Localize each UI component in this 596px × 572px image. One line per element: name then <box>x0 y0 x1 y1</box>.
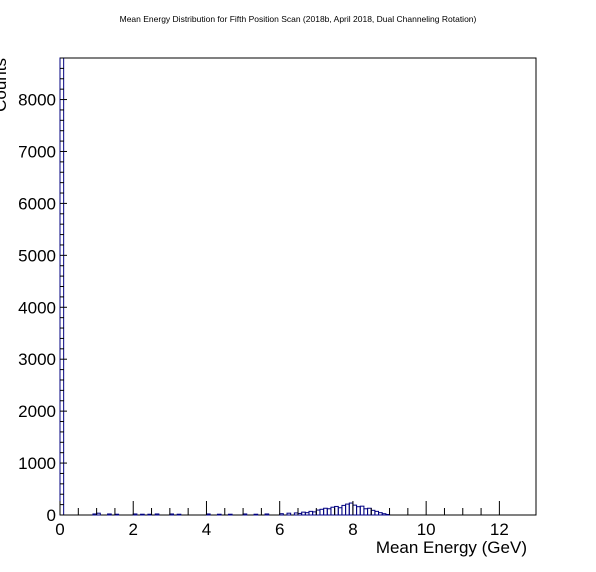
histogram-bar <box>169 513 175 516</box>
histogram-bar <box>114 513 120 516</box>
histogram-bar <box>301 511 306 516</box>
histogram-bar <box>315 509 321 516</box>
histogram-bar <box>319 508 325 516</box>
histogram-bar <box>293 512 299 516</box>
histogram-bar <box>352 504 358 516</box>
y-tick-label: 4000 <box>18 298 56 317</box>
y-tick-label: 7000 <box>18 142 56 161</box>
y-tick-label: 0 <box>47 506 56 525</box>
x-tick-label: 12 <box>490 520 509 539</box>
histogram-bar <box>242 513 248 516</box>
histogram-bar <box>363 508 369 516</box>
histogram-bar <box>140 513 145 516</box>
x-axis-title: Mean Energy (GeV) <box>376 538 527 557</box>
y-tick-label: 3000 <box>18 350 56 369</box>
x-tick-label: 8 <box>348 520 357 539</box>
histogram-bar <box>279 513 284 516</box>
x-tick-label: 10 <box>417 520 436 539</box>
histogram-bar <box>92 513 98 516</box>
x-tick-label: 0 <box>55 520 64 539</box>
histogram-bar <box>216 513 222 516</box>
histogram-bar <box>154 513 160 516</box>
histogram-bar <box>227 513 233 516</box>
y-tick-label: 8000 <box>18 91 56 110</box>
histogram-bar <box>381 513 387 516</box>
x-tick-label: 4 <box>202 520 211 539</box>
histogram-bar <box>374 510 380 516</box>
x-tick-label: 6 <box>275 520 284 539</box>
histogram-bar <box>304 512 310 516</box>
histogram-bar <box>345 503 350 516</box>
histogram-bar <box>132 513 138 516</box>
histogram-bar <box>370 509 376 516</box>
histogram-bar <box>286 512 292 516</box>
y-tick-label: 2000 <box>18 402 56 421</box>
chart-title: Mean Energy Distribution for Fifth Posit… <box>119 14 477 24</box>
histogram-bar <box>107 513 112 516</box>
histogram-bar <box>385 513 391 516</box>
y-tick-label: 6000 <box>18 194 56 213</box>
histogram-bar <box>356 506 361 516</box>
y-tick-label: 5000 <box>18 246 56 265</box>
histogram-bar <box>337 507 343 516</box>
histogram-bar <box>253 513 259 516</box>
histogram-bar <box>326 508 332 516</box>
histogram-bars <box>59 57 391 516</box>
histogram-bar <box>341 504 347 516</box>
histogram-bar <box>147 513 153 516</box>
x-axis: 0 2 4 6 8 10 12 <box>55 501 509 539</box>
x-tick-label: 2 <box>128 520 137 539</box>
histogram-bar <box>312 511 317 516</box>
histogram-bar <box>330 506 336 516</box>
histogram-bar <box>367 507 372 516</box>
histogram-bar <box>297 512 303 516</box>
histogram-bar <box>334 505 339 516</box>
histogram-bar <box>264 513 270 516</box>
y-axis: 0 1000 2000 3000 4000 5000 6000 7000 8000 <box>18 57 67 525</box>
histogram-bar <box>205 513 211 516</box>
histogram-bar <box>323 507 328 516</box>
histogram-bar <box>359 505 365 516</box>
plot-frame <box>59 57 537 516</box>
histogram-bar <box>308 510 314 516</box>
histogram-bar <box>176 513 182 516</box>
histogram-bar <box>378 512 383 516</box>
y-tick-label: 1000 <box>18 454 56 473</box>
histogram-bar <box>96 512 101 516</box>
y-axis-title: Counts <box>0 58 10 112</box>
histogram-bar <box>348 502 354 516</box>
